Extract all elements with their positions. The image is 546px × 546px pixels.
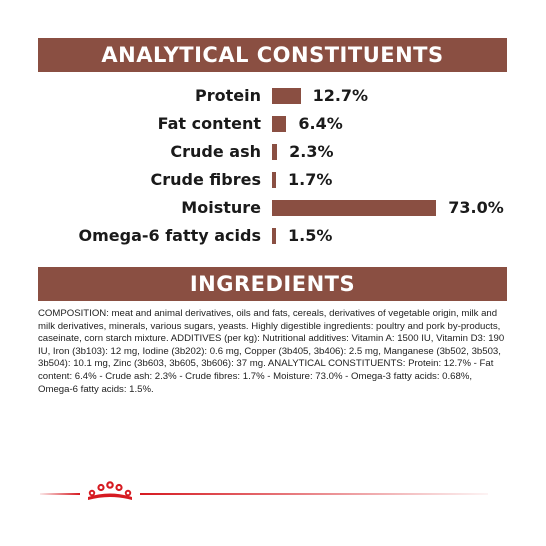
constituent-row: Crude ash 2.3% xyxy=(0,140,546,164)
constituent-bar xyxy=(272,228,276,244)
constituent-row: Omega-6 fatty acids 1.5% xyxy=(0,224,546,248)
constituent-label: Moisture xyxy=(181,198,261,217)
constituent-label: Fat content xyxy=(157,114,261,133)
constituent-value: 1.5% xyxy=(288,226,333,245)
ingredients-text: COMPOSITION: meat and animal derivatives… xyxy=(38,308,505,395)
analytical-constituents-banner: ANALYTICAL CONSTITUENTS xyxy=(38,38,507,72)
constituent-value: 1.7% xyxy=(288,170,333,189)
constituent-label: Omega-6 fatty acids xyxy=(78,226,261,245)
constituent-row: Moisture 73.0% xyxy=(0,196,546,220)
constituent-bar xyxy=(272,200,437,216)
ingredients-title: INGREDIENTS xyxy=(189,272,356,296)
constituent-row: Protein 12.7% xyxy=(0,84,546,108)
footer-divider-right xyxy=(140,493,488,495)
constituent-bar xyxy=(272,116,287,132)
constituent-value: 2.3% xyxy=(289,142,334,161)
constituent-bar xyxy=(272,144,278,160)
constituent-label: Protein xyxy=(195,86,261,105)
constituent-bar xyxy=(272,172,276,188)
constituent-label: Crude fibres xyxy=(150,170,261,189)
constituent-bar xyxy=(272,88,301,104)
ingredients-banner: INGREDIENTS xyxy=(38,267,507,301)
constituent-value: 73.0% xyxy=(448,198,504,217)
constituent-label: Crude ash xyxy=(170,142,261,161)
footer-divider-left xyxy=(40,493,80,495)
constituent-row: Crude fibres 1.7% xyxy=(0,168,546,192)
constituent-value: 6.4% xyxy=(298,114,343,133)
analytical-constituents-title: ANALYTICAL CONSTITUENTS xyxy=(101,43,444,67)
constituent-row: Fat content 6.4% xyxy=(0,112,546,136)
constituent-value: 12.7% xyxy=(312,86,369,105)
royal-canin-crown-icon xyxy=(88,481,132,500)
